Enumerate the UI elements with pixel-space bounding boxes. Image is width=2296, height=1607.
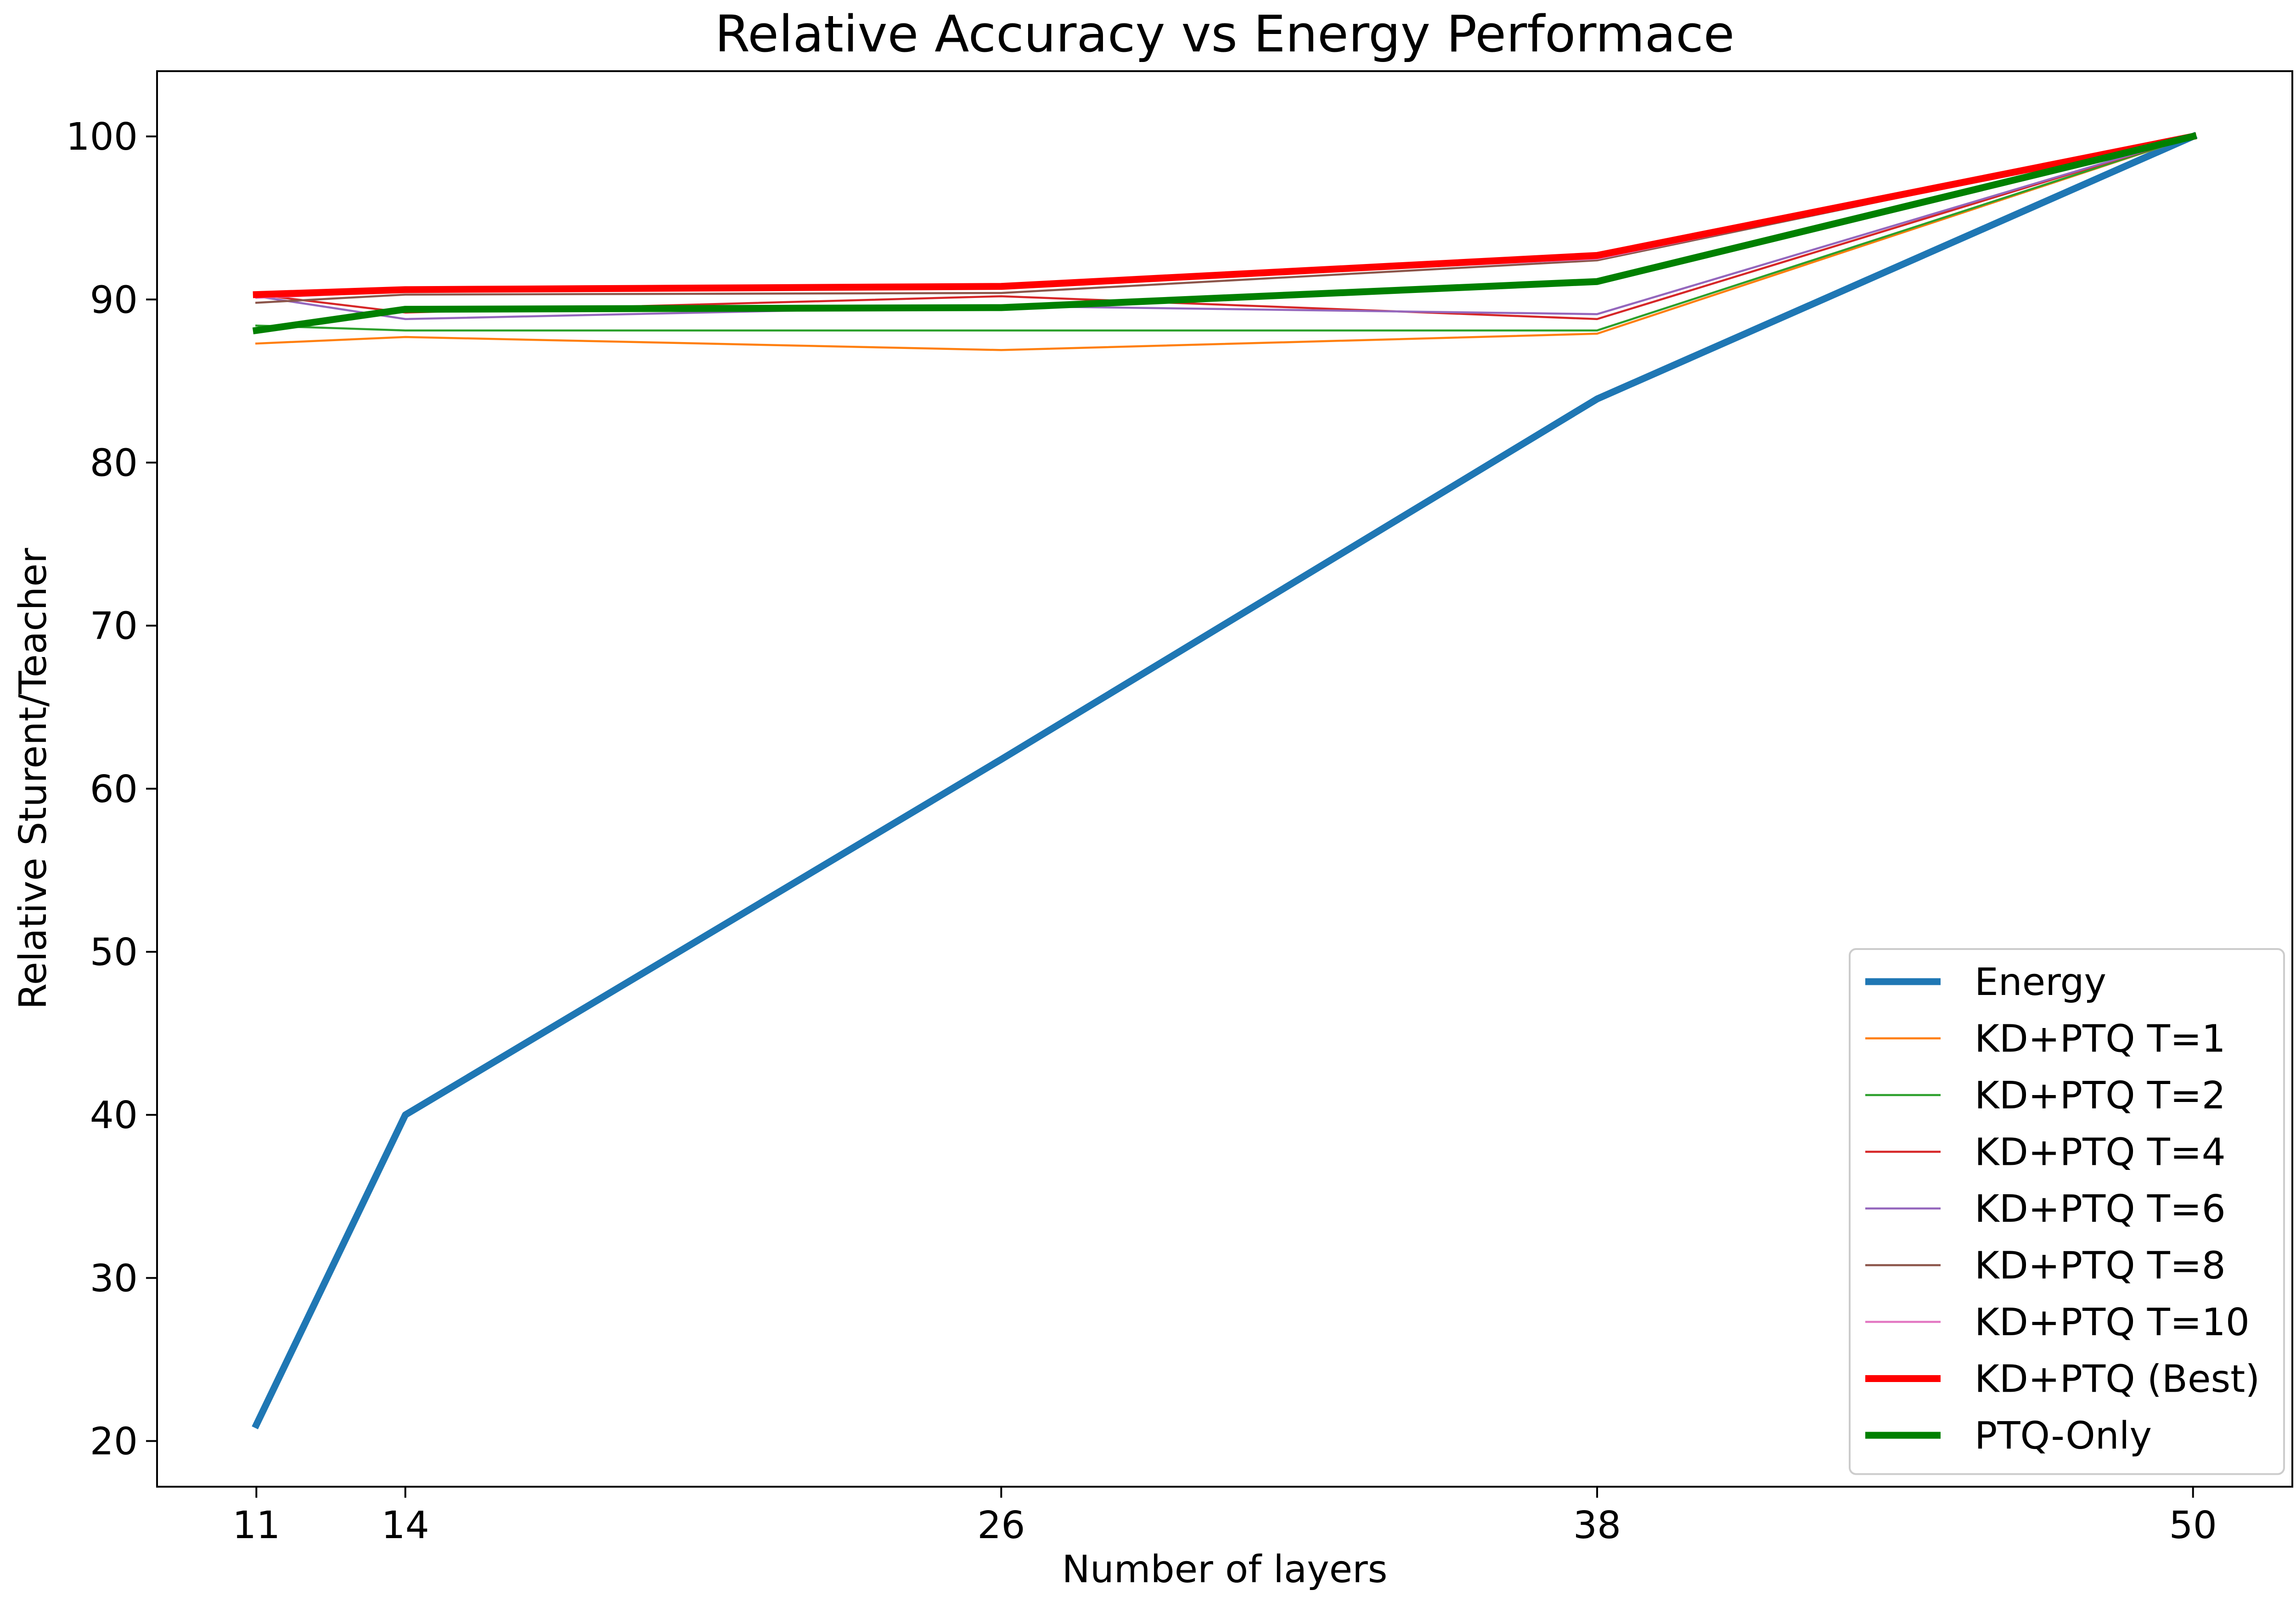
y-tick-label: 50 bbox=[90, 931, 138, 974]
x-axis-label: Number of layers bbox=[1062, 1548, 1387, 1591]
legend-box bbox=[1849, 948, 2285, 1475]
legend: Energy KD+PTQ T=1 KD+PTQ T=2 KD+PTQ T=4 KD+P… bbox=[1849, 948, 2285, 1475]
y-tick-label: 60 bbox=[90, 768, 138, 811]
y-tick-label: 90 bbox=[90, 278, 138, 322]
y-axis-label: Relative Sturent/Teacher bbox=[11, 548, 55, 1009]
axes-group: 11 14 26 38 50 20 30 40 50 60 70 80 90 100 bbox=[66, 115, 2217, 1547]
series-line-0 bbox=[252, 132, 2198, 1430]
x-tick-label: 14 bbox=[382, 1504, 429, 1547]
legend-label-2: KD+PTQ T=2 bbox=[1975, 1074, 2226, 1118]
legend-label-4: KD+PTQ T=6 bbox=[1975, 1187, 2226, 1231]
legend-label-3: KD+PTQ T=4 bbox=[1975, 1131, 2226, 1174]
series-line-2 bbox=[255, 135, 2195, 332]
x-tick-label: 50 bbox=[2169, 1504, 2217, 1547]
x-tick-label: 11 bbox=[232, 1504, 280, 1547]
legend-label-8: PTQ-Only bbox=[1975, 1414, 2152, 1458]
legend-label-1: KD+PTQ T=1 bbox=[1975, 1017, 2226, 1061]
legend-label-5: KD+PTQ T=8 bbox=[1975, 1244, 2226, 1288]
x-tick-label: 26 bbox=[977, 1504, 1025, 1547]
series-line-8 bbox=[252, 132, 2197, 335]
series-line-3 bbox=[255, 135, 2195, 320]
y-tick-label: 30 bbox=[90, 1257, 138, 1300]
legend-label-0: Energy bbox=[1975, 961, 2106, 1004]
y-tick-label: 70 bbox=[90, 605, 138, 648]
chart-title: Relative Accuracy vs Energy Performace bbox=[715, 5, 1735, 63]
plot-lines-group bbox=[252, 132, 2198, 1430]
y-tick-label: 40 bbox=[90, 1094, 138, 1137]
y-tick-label: 20 bbox=[90, 1420, 138, 1464]
legend-label-7: KD+PTQ (Best) bbox=[1975, 1358, 2260, 1401]
x-tick-label: 38 bbox=[1573, 1504, 1621, 1547]
plot-frame bbox=[156, 70, 2293, 1488]
series-line-7 bbox=[253, 132, 2197, 298]
series-line-1 bbox=[255, 135, 2195, 351]
y-tick-label: 100 bbox=[66, 115, 138, 159]
legend-label-6: KD+PTQ T=10 bbox=[1975, 1301, 2250, 1344]
y-tick-label: 80 bbox=[90, 441, 138, 485]
